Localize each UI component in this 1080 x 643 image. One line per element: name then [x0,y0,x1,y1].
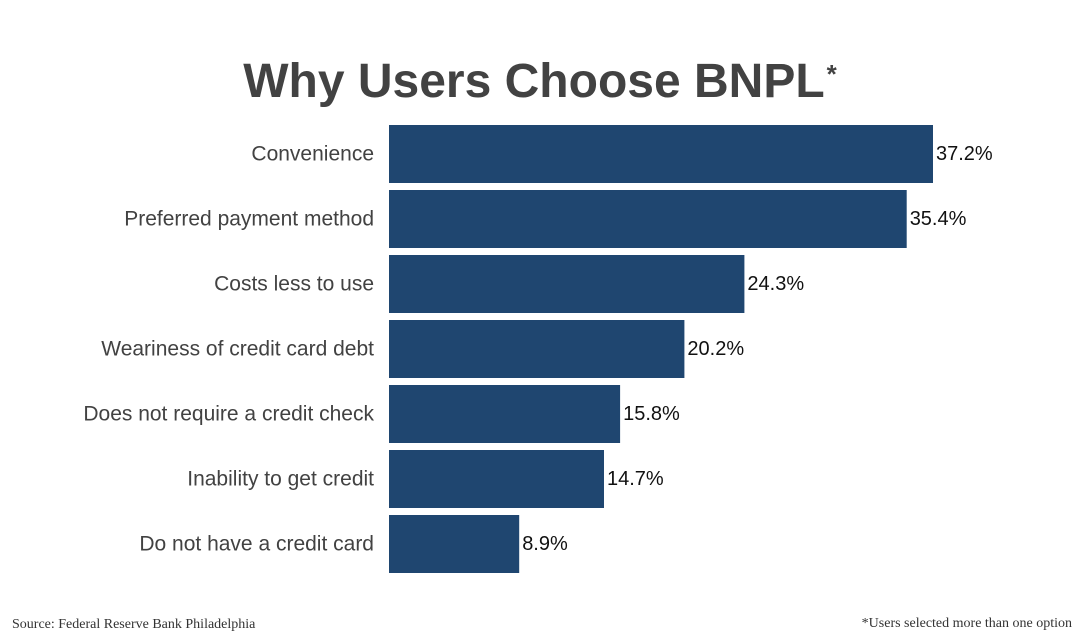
value-label-2: 24.3% [747,273,804,295]
bar-5 [389,450,604,508]
value-label-3: 20.2% [687,338,744,360]
category-label-6: Do not have a credit card [139,533,374,556]
value-label-4: 15.8% [623,403,680,425]
category-label-4: Does not require a credit check [83,403,374,426]
bar-1 [389,190,907,248]
bar-3 [389,320,685,378]
bar-6 [389,515,520,573]
category-label-5: Inability to get credit [187,468,374,491]
chart-title-text: Why Users Choose BNPL [243,55,825,108]
bar-2 [389,255,745,313]
value-label-5: 14.7% [607,468,664,490]
value-label-6: 8.9% [522,533,568,555]
source-note: Source: Federal Reserve Bank Philadelphi… [12,617,256,632]
footnote: *Users selected more than one option [861,616,1072,631]
chart-title: Why Users Choose BNPL* [0,44,1080,112]
category-label-0: Convenience [251,143,374,166]
category-label-1: Preferred payment method [124,208,374,231]
value-label-1: 35.4% [910,208,967,230]
category-label-2: Costs less to use [214,273,374,296]
category-label-3: Weariness of credit card debt [101,338,374,361]
value-label-0: 37.2% [936,143,993,165]
chart-title-asterisk: * [826,59,837,89]
bar-0 [389,125,933,183]
bar-4 [389,385,621,443]
